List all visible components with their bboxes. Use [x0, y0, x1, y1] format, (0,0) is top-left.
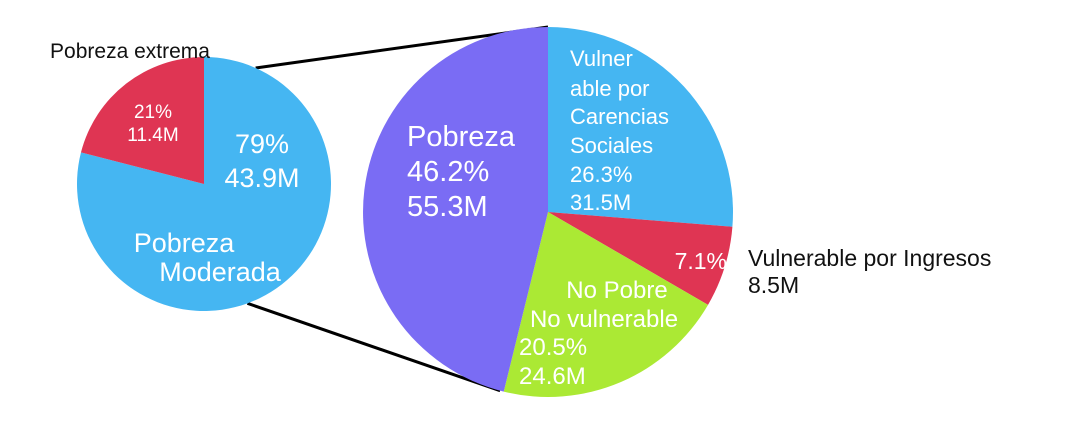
slice-label-pobreza: 55.3M	[407, 191, 488, 223]
slice-label-carencias: Vulner	[570, 46, 633, 71]
slice-name-ingresos: 8.5M	[748, 272, 799, 298]
slice-label-nopobre: No vulnerable	[530, 306, 678, 333]
pie-slice-moderada	[77, 57, 332, 312]
pie-slice-nopobre	[503, 212, 709, 397]
slice-label-carencias: 26.3%	[570, 162, 632, 187]
pie-slice-extrema	[80, 57, 204, 184]
slice-name-moderada: Pobreza	[134, 228, 236, 258]
connector-line-bottom	[246, 301, 501, 393]
slice-label-pobreza: 46.2%	[407, 156, 489, 188]
slice-label-carencias: Sociales	[570, 133, 653, 158]
slice-label-extrema: 21%	[134, 102, 172, 123]
pie-slice-ingresos	[548, 212, 733, 305]
slice-label-carencias: Carencias	[570, 104, 669, 129]
slice-label-moderada: 43.9M	[224, 163, 299, 193]
slice-label-carencias: 31.5M	[570, 190, 631, 215]
slice-name-moderada: Moderada	[159, 257, 282, 287]
pie-slice-carencias	[548, 27, 734, 227]
slice-name-ingresos: Vulnerable por Ingresos	[748, 245, 991, 271]
slice-label-ingresos: 7.1%	[675, 248, 727, 274]
slice-label-nopobre: No Pobre	[566, 277, 667, 304]
pie-slice-pobreza	[363, 27, 548, 392]
slice-label-nopobre: 24.6M	[519, 363, 586, 390]
slice-name-extrema: Pobreza extrema	[50, 40, 210, 63]
slice-label-carencias: able por	[570, 76, 650, 101]
pie-breakdown: Vulner able por Carencias Sociales 26.3% 31.5…	[363, 27, 991, 397]
slice-label-pobreza: Pobreza	[407, 121, 516, 153]
slice-label-moderada: 79%	[235, 129, 289, 159]
slice-label-nopobre: 20.5%	[519, 334, 587, 361]
slice-label-extrema: 11.4M	[127, 125, 178, 146]
